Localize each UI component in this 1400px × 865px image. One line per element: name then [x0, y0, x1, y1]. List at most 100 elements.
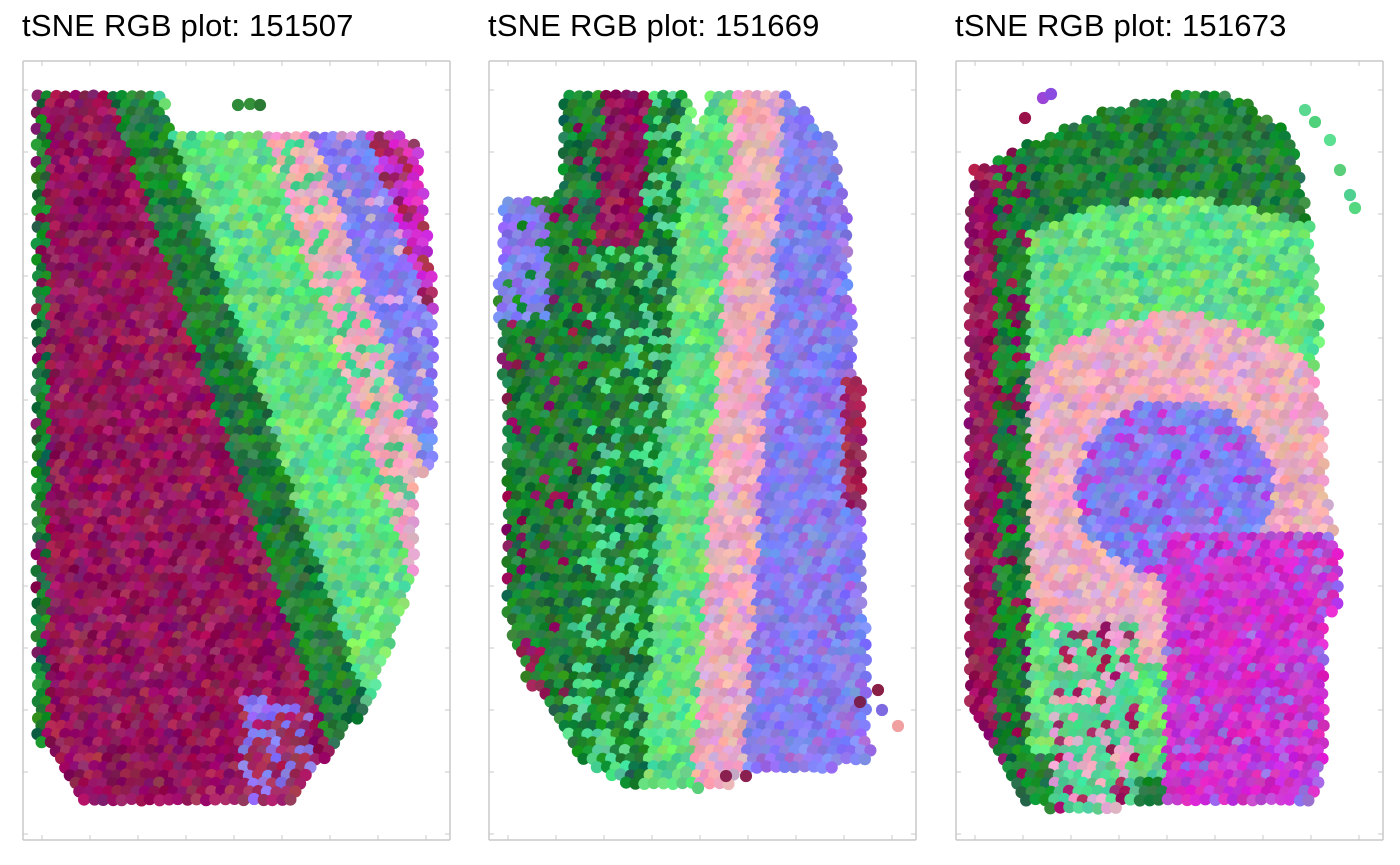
spot: [732, 122, 746, 135]
spot: [265, 645, 278, 658]
spot: [262, 326, 275, 339]
spot: [248, 792, 261, 806]
spot: [345, 261, 358, 274]
spot: [120, 408, 134, 421]
spot: [406, 416, 419, 429]
spot: [143, 793, 156, 806]
spot: [224, 326, 237, 339]
spot: [253, 98, 267, 112]
spot: [55, 621, 68, 634]
spot: [106, 122, 119, 135]
spot: [256, 596, 269, 609]
spot: [812, 457, 825, 470]
spot: [765, 228, 778, 242]
spot: [341, 482, 354, 495]
spot: [266, 794, 279, 807]
spot: [775, 408, 788, 421]
spot: [830, 310, 843, 323]
spot: [742, 433, 755, 446]
spot: [82, 359, 95, 372]
spot: [562, 253, 575, 266]
spot: [115, 794, 128, 807]
spot: [619, 187, 632, 200]
spot: [732, 285, 745, 298]
spot: [111, 375, 124, 389]
spot: [548, 326, 561, 339]
spot: [732, 335, 745, 348]
spot: [351, 596, 364, 609]
spot: [426, 302, 439, 315]
spot: [107, 400, 120, 413]
spot: [628, 285, 641, 298]
spot: [411, 326, 424, 339]
spot: [318, 751, 331, 765]
spot: [360, 596, 373, 609]
spot: [289, 637, 302, 651]
spot: [171, 645, 185, 658]
spot: [209, 793, 222, 806]
spot: [125, 727, 138, 740]
spot: [595, 228, 608, 241]
spot: [686, 253, 699, 266]
spot: [355, 523, 368, 536]
spot: [106, 563, 119, 577]
spot: [732, 319, 745, 332]
spot: [854, 449, 867, 462]
spot: [548, 441, 561, 454]
spot: [397, 351, 410, 364]
spot: [558, 98, 571, 111]
spot: [59, 155, 72, 168]
spot: [351, 712, 364, 725]
spot: [45, 408, 58, 421]
spot: [623, 130, 636, 143]
spot: [187, 621, 200, 634]
spot: [426, 351, 439, 364]
spot: [54, 441, 67, 454]
spot: [163, 793, 176, 806]
spot: [111, 604, 124, 618]
spot: [59, 465, 72, 478]
spot: [568, 408, 581, 422]
spot: [31, 253, 44, 266]
spot: [219, 155, 232, 168]
spot: [49, 220, 62, 233]
spot: [257, 793, 270, 807]
spot: [177, 736, 190, 749]
spot: [237, 793, 250, 807]
spot: [35, 736, 48, 749]
spot: [68, 482, 81, 495]
spot: [153, 794, 166, 807]
spot: [322, 449, 335, 462]
spot: [530, 229, 543, 242]
spot: [111, 703, 124, 716]
spot: [539, 261, 552, 274]
spot: [331, 547, 344, 560]
spot: [30, 466, 44, 479]
spot: [331, 580, 344, 593]
spot: [544, 236, 557, 249]
spot: [840, 212, 853, 225]
spot: [582, 302, 595, 315]
spot: [97, 596, 110, 609]
spot: [586, 97, 599, 110]
spot: [224, 277, 237, 290]
spot: [703, 269, 717, 282]
spot: [573, 433, 586, 446]
spot: [73, 343, 86, 356]
spot: [355, 130, 369, 143]
spot: [778, 253, 791, 266]
spot: [521, 196, 534, 209]
spot: [284, 793, 297, 806]
spot: [196, 310, 209, 323]
spot: [538, 441, 552, 454]
panel-frame: [488, 60, 917, 841]
spot: [30, 548, 43, 561]
spot: [689, 343, 703, 356]
spot: [342, 580, 355, 593]
spot: [369, 678, 382, 691]
panel-151507: tSNE RGB plot: 151507: [22, 0, 472, 860]
spot: [270, 555, 283, 568]
spot: [652, 195, 665, 209]
spot: [129, 294, 142, 307]
spot: [318, 375, 331, 388]
